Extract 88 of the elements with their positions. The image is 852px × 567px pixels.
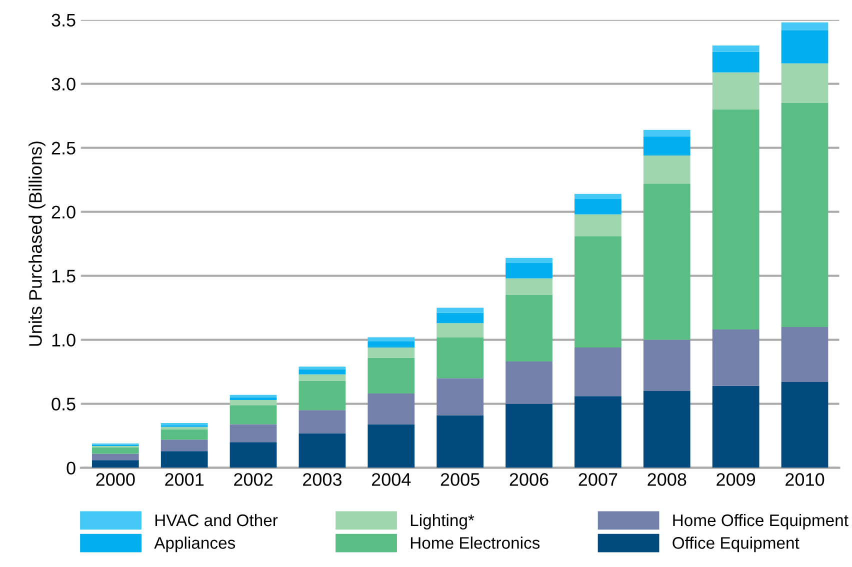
y-tick-label: 1.5 (52, 270, 76, 283)
bar (436, 312, 484, 324)
legend-label: HVAC and Other (155, 514, 278, 526)
legend-label: Office Equipment (672, 536, 800, 552)
x-tick-label: 2005 (440, 473, 480, 486)
bar (92, 460, 139, 468)
bar (506, 404, 552, 468)
bar (436, 415, 484, 468)
bar (298, 374, 346, 381)
x-tick-label: 2003 (303, 473, 342, 486)
bar (160, 422, 208, 426)
bar (368, 358, 415, 394)
bar (298, 433, 346, 468)
bar (712, 330, 760, 386)
bar (436, 337, 484, 378)
bar (160, 426, 208, 430)
y-tick-label: 0 (66, 462, 76, 474)
bar (230, 394, 277, 398)
bar (230, 397, 277, 400)
y-axis-title: Units Purchased (Billions) (28, 142, 46, 346)
bar (712, 72, 760, 110)
bar (643, 130, 690, 136)
bar (230, 405, 277, 424)
legend-label: Home Office Equipment (673, 514, 848, 530)
x-tick-label: 2004 (372, 473, 411, 486)
bar (781, 22, 828, 30)
y-tick-label: 2.5 (52, 142, 76, 155)
y-tick-label: 2.0 (52, 206, 76, 219)
legend-label: Lighting* (410, 514, 474, 530)
x-tick-label: 2001 (165, 473, 204, 486)
bar (506, 362, 552, 404)
bar (160, 440, 208, 452)
bar (506, 258, 552, 264)
bar (368, 347, 415, 358)
bar (781, 382, 828, 468)
bar (781, 30, 828, 64)
x-tick-label: 2009 (716, 473, 756, 486)
x-tick-label: 2008 (648, 473, 686, 486)
bar (230, 442, 277, 468)
bar (506, 295, 552, 362)
y-tick-label: 3.5 (52, 14, 76, 27)
bar (574, 236, 622, 348)
bar (712, 109, 760, 330)
y-tick-label: 3.0 (52, 78, 76, 91)
y-tick-label: 0.5 (52, 398, 76, 411)
bar (160, 429, 208, 440)
bar (574, 347, 622, 396)
bar (368, 424, 415, 468)
bar (92, 447, 139, 454)
bar (712, 52, 760, 72)
bar (230, 424, 277, 442)
bar (781, 63, 828, 104)
bar (230, 400, 277, 406)
bar (436, 323, 484, 338)
x-tick-label: 2007 (578, 473, 618, 486)
legend-label: Home Electronics (410, 536, 540, 549)
bar (781, 326, 828, 382)
bar (92, 454, 139, 460)
bar (574, 194, 622, 200)
bar (643, 390, 690, 468)
bar (298, 366, 346, 370)
bar (574, 199, 622, 214)
legend-label: Appliances (154, 536, 236, 552)
bar (643, 340, 690, 391)
bar (781, 103, 828, 327)
bar (643, 136, 690, 156)
x-tick-label: 2002 (234, 473, 272, 486)
bar (712, 386, 760, 468)
bar (643, 156, 690, 184)
bar (506, 278, 552, 295)
bar (368, 394, 415, 424)
bar (298, 369, 346, 374)
bar (574, 396, 622, 468)
bar (574, 214, 622, 236)
bar (368, 341, 415, 348)
bar (298, 410, 346, 434)
x-tick-label: 2006 (510, 473, 548, 486)
bar (506, 263, 552, 278)
x-tick-label: 2000 (96, 473, 135, 486)
bar (712, 45, 760, 52)
bar (436, 378, 484, 416)
bar (368, 337, 415, 342)
bar (160, 451, 208, 468)
bar (436, 308, 484, 313)
x-tick-label: 2010 (786, 473, 824, 486)
bar (298, 380, 346, 410)
bar (643, 184, 690, 340)
y-tick-label: 1.0 (52, 334, 76, 347)
